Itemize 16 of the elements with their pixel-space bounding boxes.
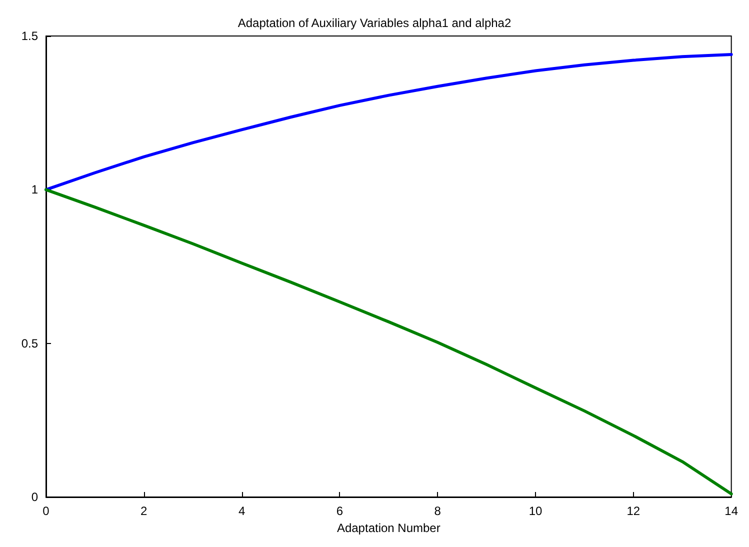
x-tick-label: 0 bbox=[42, 504, 50, 518]
x-tick-label: 8 bbox=[434, 504, 442, 518]
x-tick-label: 10 bbox=[528, 504, 543, 518]
x-axis-title: Adaptation Number bbox=[336, 520, 440, 535]
y-tick-label: 1.5 bbox=[21, 29, 38, 43]
x-tick-label: 14 bbox=[724, 504, 738, 518]
chart-title: Adaptation of Auxiliary Variables alpha1 and alpha2 bbox=[238, 16, 512, 30]
line-series bbox=[44, 52, 733, 192]
y-tick-label: 0 bbox=[31, 490, 38, 504]
x-tick-label: 4 bbox=[238, 504, 246, 518]
line-series bbox=[44, 188, 733, 496]
x-tick-label: 6 bbox=[336, 504, 344, 518]
x-tick-label: 12 bbox=[626, 504, 640, 518]
y-tick-label: 1 bbox=[31, 182, 38, 197]
x-tick-label: 2 bbox=[140, 504, 148, 518]
y-tick-label: 0.5 bbox=[21, 336, 38, 350]
